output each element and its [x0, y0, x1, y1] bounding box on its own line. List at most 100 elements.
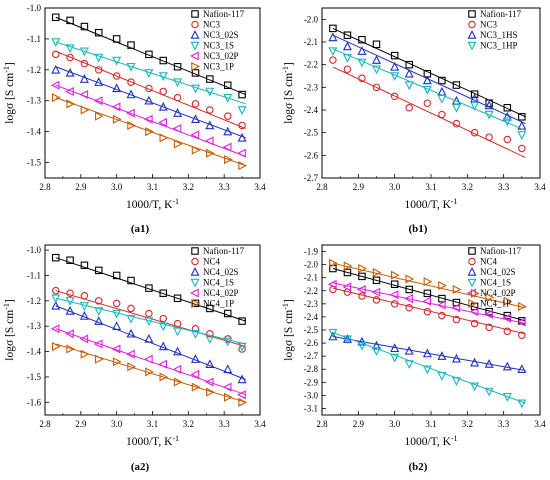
x-tick-label: 2.8: [316, 419, 328, 429]
data-point: [51, 286, 60, 295]
legend-label: NC3_1P: [203, 62, 234, 72]
data-point: [372, 267, 382, 277]
data-point: [112, 35, 121, 43]
data-point: [51, 294, 61, 304]
y-tick-label: -2.7: [304, 173, 319, 183]
y-tick-label: -2.6: [304, 338, 319, 348]
data-point: [173, 327, 183, 337]
data-point: [223, 337, 233, 347]
data-point: [238, 121, 246, 130]
y-tick-label: -2.7: [304, 351, 319, 361]
data-point: [126, 89, 136, 99]
data-point: [51, 253, 60, 262]
series-NC4_02S: [51, 300, 247, 384]
data-point: [343, 65, 352, 73]
data-point: [238, 317, 246, 325]
data-point: [159, 314, 168, 323]
data-point: [438, 311, 446, 320]
y-tick-label: -1.5: [27, 372, 42, 382]
series-NC3_1S: [51, 38, 247, 116]
y-tick-label: -3.1: [304, 403, 318, 413]
data-point: [94, 53, 104, 63]
data-point: [223, 93, 233, 103]
data-point: [144, 69, 154, 78]
data-point: [423, 99, 432, 107]
data-point: [95, 111, 104, 121]
data-point: [190, 330, 201, 339]
data-point: [238, 90, 246, 99]
y-tick-label: -1.3: [27, 321, 42, 331]
data-point: [502, 392, 512, 402]
data-point: [372, 83, 381, 92]
data-point: [206, 75, 214, 83]
data-point: [452, 284, 462, 294]
data-point: [238, 345, 246, 353]
data-point: [51, 13, 60, 22]
data-point: [66, 256, 74, 264]
data-point: [51, 341, 61, 351]
legend-marker: [467, 266, 477, 276]
data-point: [79, 311, 89, 320]
legend-label: NC3_1S: [203, 41, 234, 51]
data-point: [503, 135, 512, 144]
data-point: [438, 110, 446, 119]
panel-a2: 2.8 2.9 3.0 3.1 3.2 3.3 3.4 -1.0 -1.1 -1.2 -1.3 -1.…: [2, 244, 266, 473]
legend-marker: [189, 51, 199, 61]
data-point: [112, 299, 121, 308]
data-point: [143, 114, 153, 124]
y-tick-label: -2.1: [304, 37, 318, 47]
data-point: [503, 296, 513, 306]
data-point: [112, 309, 122, 319]
legend-label: NC4_02S: [203, 267, 239, 277]
legend-marker: [467, 41, 477, 51]
data-point: [51, 93, 61, 103]
data-point: [328, 328, 338, 338]
data-point: [173, 93, 182, 102]
data-point: [126, 314, 136, 324]
data-point: [485, 133, 493, 141]
fit-line: [332, 66, 526, 159]
data-point: [404, 360, 414, 370]
data-point: [65, 305, 75, 315]
data-point: [159, 372, 169, 382]
data-point: [516, 317, 526, 327]
data-point: [159, 289, 168, 297]
legend-marker: [468, 257, 476, 266]
y-tick-label: -2.0: [304, 260, 319, 270]
x-tick-label: 3.0: [111, 182, 123, 192]
data-point: [237, 342, 247, 352]
data-point: [390, 300, 399, 308]
data-point: [80, 59, 89, 68]
data-point: [95, 297, 103, 305]
x-tick-label: 3.2: [183, 419, 194, 429]
y-tick-label: -2.3: [304, 82, 319, 92]
series-NC3_02P: [50, 80, 246, 158]
x-tick-label: 2.9: [75, 182, 87, 192]
data-point: [205, 120, 215, 130]
data-point: [437, 94, 447, 104]
data-point: [93, 96, 103, 106]
data-point: [224, 81, 232, 90]
x-tick-label: 3.2: [183, 182, 194, 192]
series-Nafion-117: [51, 253, 246, 325]
data-point: [191, 145, 201, 155]
y-tick-label: -1.3: [27, 96, 42, 106]
data-point: [423, 277, 433, 287]
data-point: [328, 331, 338, 341]
legend-label: NC4_1P: [203, 299, 234, 309]
data-point: [423, 289, 432, 298]
data-point: [422, 365, 432, 375]
data-point: [112, 83, 122, 93]
data-point: [404, 68, 414, 78]
legend-marker: [191, 247, 199, 255]
data-point: [503, 103, 512, 112]
data-point: [470, 101, 480, 111]
y-tick-label: -2.4: [304, 312, 319, 322]
series-Nafion-117: [51, 13, 246, 99]
legend-label: Nafion-117: [480, 246, 522, 256]
legend-label: NC4_1P: [480, 299, 511, 309]
data-point: [358, 272, 366, 281]
data-point: [357, 336, 367, 346]
data-point: [206, 148, 215, 158]
